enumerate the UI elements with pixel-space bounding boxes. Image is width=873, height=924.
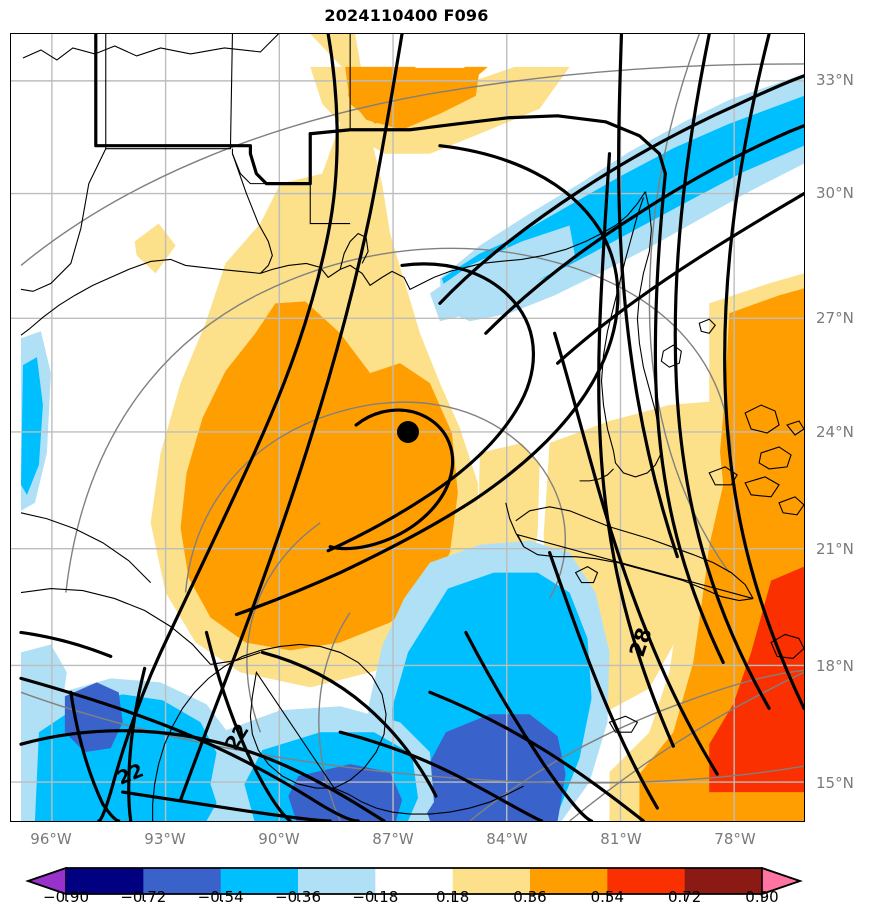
colorbar-tick-label: −0.36	[275, 888, 321, 906]
range-ring-curves	[20, 34, 804, 821]
colorbar-tick-label: 0.90	[745, 888, 779, 906]
ytick-label-27n: 27°N	[816, 309, 854, 327]
colorbar-tick-label: −0.18	[352, 888, 399, 906]
colorbar	[0, 860, 873, 920]
storm-center-dot	[397, 421, 419, 443]
colorbar-segment-navy	[66, 868, 144, 894]
colorbar-segment-royal-blue	[143, 868, 222, 894]
colorbar-tick-label: 0.54	[590, 888, 625, 906]
contour-lines	[19, 34, 804, 821]
colorbar-segment-group	[25, 866, 803, 896]
colorbar-tick-label: −0.54	[197, 888, 244, 906]
shade-cyan-west-edge	[20, 357, 43, 495]
colorbar-segment-red-orange	[607, 868, 686, 894]
map-plot-area: 28 22 22	[10, 33, 805, 822]
xtick-label-90w: 90°W	[258, 830, 300, 848]
colorbar-tick-label: 0.72	[667, 888, 702, 906]
xtick-label-81w: 81°W	[600, 830, 642, 848]
colorbar-segment-orange	[530, 868, 608, 894]
xtick-label-93w: 93°W	[144, 830, 186, 848]
colorbar-segment-light-blue	[298, 868, 376, 894]
xtick-label-96w: 96°W	[30, 830, 72, 848]
page-title: 2024110400 F096	[324, 6, 489, 25]
colorbar-tick-label: −0.72	[120, 888, 167, 906]
colorbar-tick-label: 0.18	[435, 888, 470, 906]
colorbar-segment-cyan	[220, 868, 299, 894]
colorbar-tick-label: 0.36	[513, 888, 547, 906]
xtick-label-78w: 78°W	[714, 830, 756, 848]
ytick-label-18n: 18°N	[816, 657, 854, 675]
ytick-label-15n: 15°N	[816, 774, 854, 792]
ytick-label-30n: 30°N	[816, 184, 854, 202]
shade-orange-north-patch-2	[348, 67, 480, 130]
shade-light-blue-bottom-left	[20, 644, 67, 733]
ytick-label-33n: 33°N	[816, 71, 854, 89]
ytick-label-24n: 24°N	[816, 423, 854, 441]
colorbar-tick-label: −0.90	[43, 888, 89, 906]
map-canvas: 28 22 22	[11, 34, 804, 821]
colorbar-segment-white	[375, 868, 454, 894]
shade-light-blue-gulf-ne	[429, 225, 576, 322]
shade-orange-central-core	[180, 301, 458, 651]
colorbar-segment-dark-red	[684, 868, 763, 894]
colorbar-segment-pale-yellow	[452, 868, 531, 894]
colorbar-tick-group	[65, 894, 763, 901]
colorbar-swatches	[25, 866, 803, 901]
shade-yellow-small-diamond	[134, 223, 176, 274]
xtick-label-84w: 84°W	[486, 830, 528, 848]
xtick-label-87w: 87°W	[372, 830, 414, 848]
ytick-label-21n: 21°N	[816, 540, 854, 558]
